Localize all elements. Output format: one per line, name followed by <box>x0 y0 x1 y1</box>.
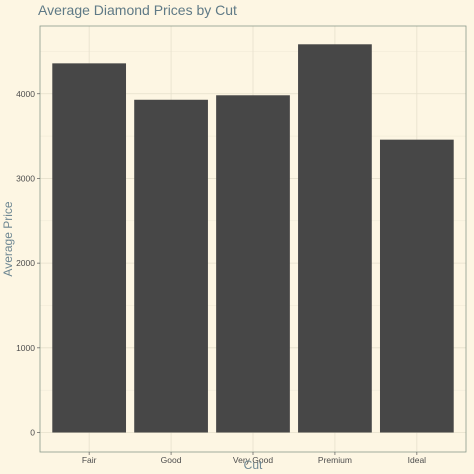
x-tick-label: Fair <box>82 455 97 465</box>
y-tick-label: 3000 <box>16 173 35 183</box>
y-tick-label: 1000 <box>16 343 35 353</box>
bar-fair <box>52 63 127 433</box>
y-tick-label: 2000 <box>16 258 35 268</box>
bar-very-good <box>216 95 290 433</box>
x-axis-title: Cut <box>244 458 263 472</box>
x-tick-label: Very Good <box>233 455 273 465</box>
chart-title: Average Diamond Prices by Cut <box>38 2 237 18</box>
y-axis-title: Average Price <box>1 201 15 276</box>
x-tick-label: Good <box>161 455 182 465</box>
bars <box>52 44 454 433</box>
bar-ideal <box>379 139 454 433</box>
x-tick-label: Premium <box>318 455 352 465</box>
y-tick-label: 4000 <box>16 89 35 99</box>
x-axis: Fair Good Very Good Premium Ideal <box>82 452 426 465</box>
x-tick-label: Ideal <box>408 455 427 465</box>
bar-good <box>134 99 208 433</box>
y-tick-label: 0 <box>30 428 35 438</box>
y-axis: 0 1000 2000 3000 4000 <box>16 89 40 438</box>
bar-premium <box>298 44 372 433</box>
